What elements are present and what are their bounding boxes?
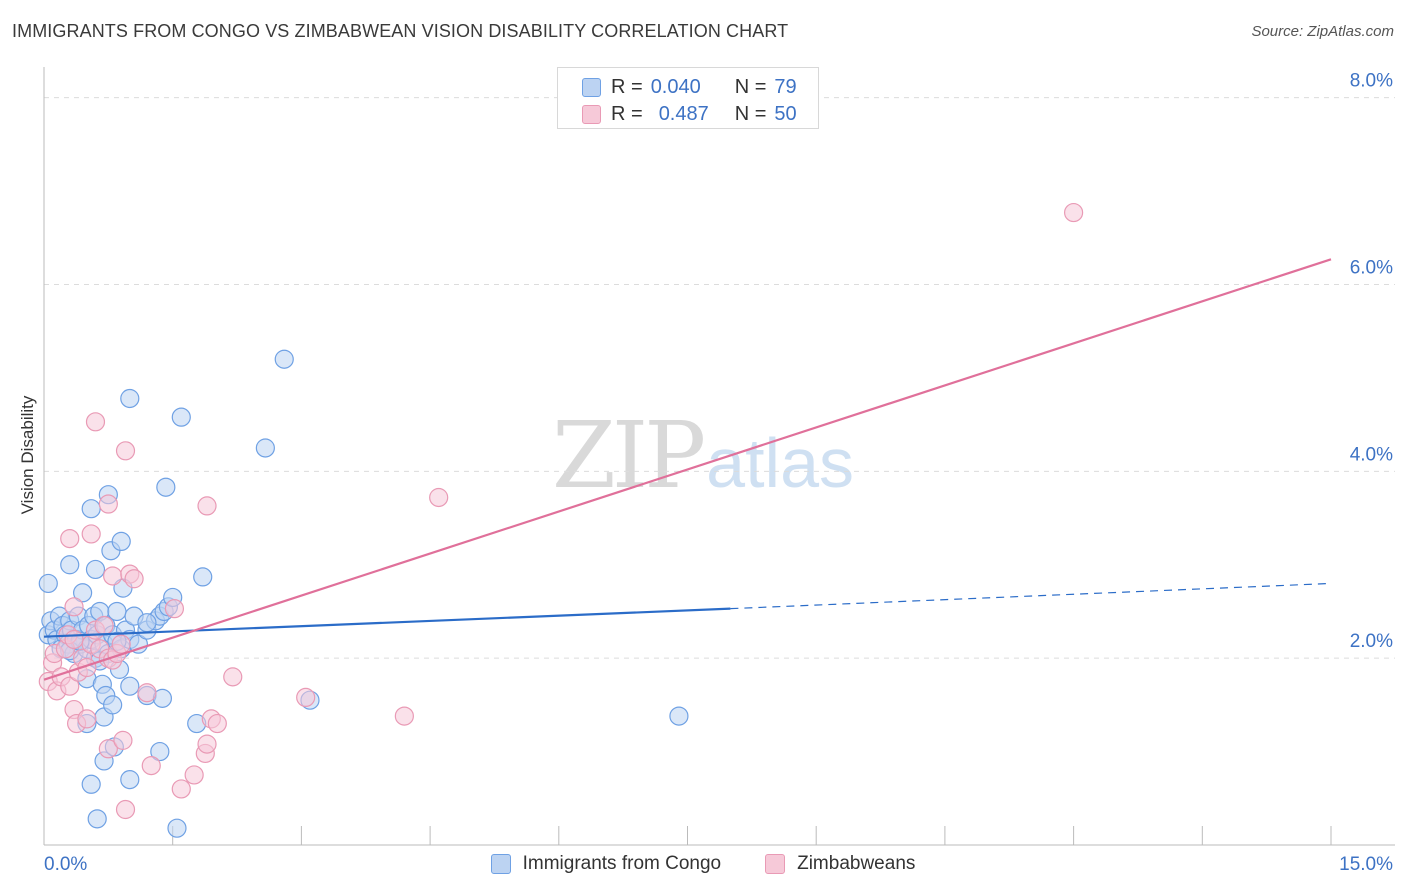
congo-point <box>120 388 140 409</box>
legend-r-label: R = <box>611 102 643 125</box>
zimbabweans-point <box>60 676 80 696</box>
y-tick-label: 8.0% <box>1350 71 1393 92</box>
x-tick-label: 15.0% <box>1339 854 1393 875</box>
series-legend: Immigrants from Congo Zimbabweans <box>0 851 1406 877</box>
zimbabweans-point <box>207 713 227 734</box>
zimbabweans-point <box>77 709 97 729</box>
zimbabweans-trend-line <box>43 258 1332 681</box>
congo-point <box>107 601 127 622</box>
y-tick-label: 2.0% <box>1350 631 1393 652</box>
watermark-atlas: atlas <box>706 424 855 502</box>
congo-point <box>103 695 123 715</box>
zimbabweans-swatch-icon <box>765 854 786 874</box>
watermark: ZIPatlas <box>552 402 854 509</box>
congo-point <box>150 741 170 762</box>
congo-point <box>87 809 107 829</box>
zimbabweans-point <box>111 634 131 654</box>
congo-point <box>255 438 275 458</box>
zimbabweans-point <box>94 615 114 636</box>
congo-point <box>137 613 157 633</box>
congo-point <box>60 555 80 575</box>
zimbabweans-point <box>1063 202 1084 223</box>
zimbabweans-point <box>137 683 157 703</box>
congo-point <box>156 477 176 497</box>
legend-n-value: 79 <box>774 75 797 98</box>
legend-row-zimbabweans: R = 0.487 N = 50 <box>582 101 797 127</box>
congo-point <box>171 407 191 427</box>
zimbabweans-point <box>64 629 84 650</box>
zimbabweans-point <box>113 730 133 750</box>
zimbabweans-point <box>164 599 185 619</box>
zimbabweans-point <box>64 597 84 617</box>
legend-item-congo: Immigrants from Congo <box>490 853 722 875</box>
congo-trend-line <box>43 607 731 638</box>
zimbabweans-point <box>223 667 243 687</box>
congo-point <box>669 706 689 726</box>
zimbabweans-point <box>171 779 191 799</box>
chart-title: IMMIGRANTS FROM CONGO VS ZIMBABWEAN VISI… <box>12 21 789 41</box>
y-axis-label: Vision Disability <box>18 395 37 515</box>
legend-r-value: 0.040 <box>650 75 701 98</box>
zimbabweans-point <box>60 528 80 549</box>
congo-point <box>193 567 213 587</box>
congo-point <box>81 499 101 519</box>
legend-congo-label: Immigrants from Congo <box>522 853 722 874</box>
legend-n-label: N = <box>734 102 767 125</box>
congo-point <box>38 573 58 594</box>
zimbabweans-point <box>429 487 449 508</box>
congo-swatch-icon <box>490 854 511 874</box>
zimbabweans-point <box>184 765 204 785</box>
zimbabweans-swatch-icon <box>582 104 601 124</box>
legend-r-value: 0.487 <box>658 102 709 125</box>
legend-row-congo: R = 0.040 N = 79 <box>582 74 797 100</box>
y-tick-label: 4.0% <box>1350 444 1393 465</box>
congo-swatch-icon <box>582 77 601 97</box>
congo-point <box>111 531 131 552</box>
congo-point <box>81 774 101 794</box>
y-tick-label: 6.0% <box>1350 258 1393 279</box>
congo-point <box>120 770 140 790</box>
legend-n-label: N = <box>734 75 767 98</box>
zimbabweans-point <box>103 566 123 586</box>
zimbabweans-point <box>124 569 144 589</box>
zimbabweans-point <box>85 412 106 432</box>
watermark-zip: ZIP <box>552 402 706 509</box>
zimbabweans-point <box>115 441 136 461</box>
zimbabweans-point <box>197 496 217 516</box>
congo-point <box>167 818 187 838</box>
zimbabweans-point <box>98 494 118 514</box>
zimbabweans-point <box>141 755 161 776</box>
x-tick-label: 0.0% <box>44 854 87 875</box>
congo-point <box>120 676 140 696</box>
congo-point <box>85 559 106 580</box>
zimbabweans-point <box>81 524 101 544</box>
zimbabweans-point <box>115 799 136 820</box>
zimbabweans-point <box>197 734 217 754</box>
source-label: Source: ZipAtlas.com <box>1251 23 1394 40</box>
zimbabweans-point <box>296 687 316 708</box>
legend-n-value: 50 <box>774 102 797 125</box>
congo-point <box>73 583 93 603</box>
congo-trend-extension <box>730 582 1332 610</box>
zimbabweans-point <box>394 706 414 726</box>
legend-zimbabweans-label: Zimbabweans <box>797 853 916 874</box>
correlation-legend: R = 0.040 N = 79 R = 0.487 N = 50 <box>557 67 819 129</box>
zimbabweans-point <box>98 739 118 759</box>
legend-item-zimbabweans: Zimbabweans <box>765 853 915 875</box>
congo-point <box>274 349 294 369</box>
legend-r-label: R = <box>611 75 643 98</box>
